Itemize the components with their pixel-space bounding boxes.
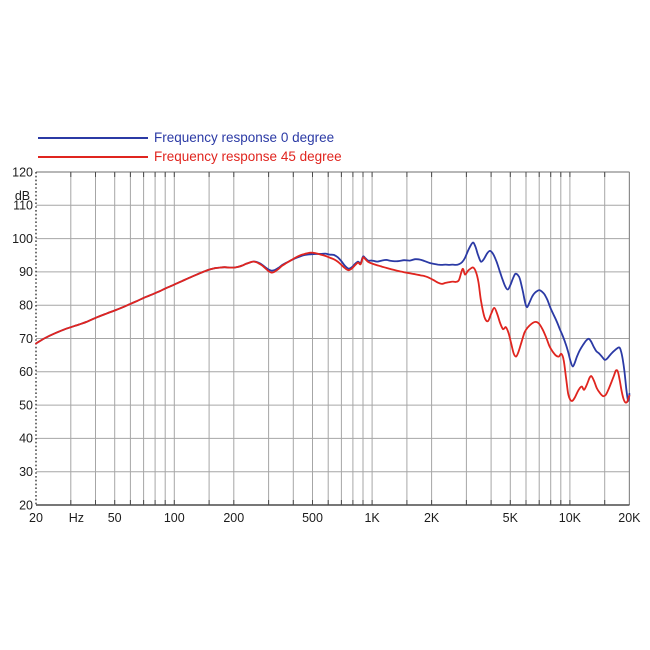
legend-item-0deg: Frequency response 0 degree: [38, 128, 342, 147]
legend: Frequency response 0 degree Frequency re…: [38, 128, 342, 166]
svg-text:5K: 5K: [503, 511, 519, 525]
svg-text:60: 60: [19, 365, 33, 379]
svg-text:20: 20: [19, 498, 33, 512]
x-tick-labels: 20 Hz 50 100 200 500 1K 2K 5K 10K 20K: [29, 511, 641, 525]
svg-text:80: 80: [19, 299, 33, 313]
svg-text:90: 90: [19, 265, 33, 279]
svg-text:100: 100: [12, 232, 33, 246]
svg-text:50: 50: [19, 398, 33, 412]
svg-text:Hz: Hz: [69, 511, 84, 525]
legend-item-45deg: Frequency response 45 degree: [38, 147, 342, 166]
svg-text:110: 110: [13, 199, 33, 213]
svg-text:40: 40: [19, 432, 33, 446]
y-gridlines: [36, 204, 630, 473]
y-tick-labels: 120 110 100 90 80 70 60 50 40 30 20 dB: [12, 165, 33, 512]
svg-text:2K: 2K: [424, 511, 440, 525]
legend-line-45deg-swatch: [38, 155, 148, 158]
legend-label-0deg: Frequency response 0 degree: [154, 130, 335, 145]
legend-line-0deg-swatch: [38, 136, 148, 139]
svg-text:50: 50: [108, 511, 122, 525]
svg-text:30: 30: [19, 465, 33, 479]
svg-text:20K: 20K: [618, 511, 641, 525]
svg-text:10K: 10K: [559, 511, 582, 525]
series-curve-0deg: [35, 241, 631, 402]
svg-text:120: 120: [12, 165, 33, 179]
svg-text:200: 200: [223, 511, 244, 525]
y-axis-unit: dB: [15, 189, 30, 203]
svg-text:20: 20: [29, 511, 43, 525]
svg-text:70: 70: [19, 332, 33, 346]
svg-text:100: 100: [164, 511, 185, 525]
plot-border: [35, 171, 631, 506]
legend-label-45deg: Frequency response 45 degree: [154, 149, 342, 164]
axis-ticks: [70, 172, 606, 505]
series-curve-45deg: [35, 251, 631, 404]
svg-text:1K: 1K: [364, 511, 380, 525]
svg-text:500: 500: [302, 511, 323, 525]
